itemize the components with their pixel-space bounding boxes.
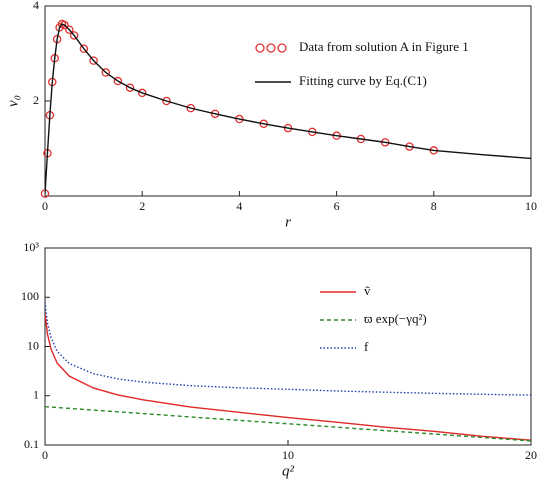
legend-label: Data from solution A in Figure 1: [299, 39, 469, 54]
data-point: [210, 109, 220, 119]
y-tick-label: 10: [27, 338, 39, 352]
data-point: [125, 83, 135, 92]
plot-frame: [44, 247, 532, 446]
legend-marker: [255, 43, 265, 53]
series-line: [45, 405, 531, 442]
x-tick-label: 2: [139, 199, 145, 213]
data-point: [89, 56, 98, 65]
x-tick-label: 10: [282, 448, 294, 462]
y-tick-label: 10³: [23, 240, 39, 254]
y-axis-label: v₀: [5, 95, 21, 107]
legend-label: Fitting curve by Eq.(C1): [299, 73, 427, 88]
y-tick-label: 4: [33, 0, 39, 12]
series-line: [45, 312, 531, 441]
series-line: [45, 23, 531, 194]
data-point: [137, 88, 147, 98]
y-tick-label: 100: [21, 289, 39, 303]
legend-marker: [277, 43, 287, 53]
legend-label: f: [364, 339, 369, 354]
legend-label: ṽ: [364, 283, 371, 298]
data-point: [65, 25, 74, 34]
x-tick-label: 0: [42, 199, 48, 213]
data-point: [79, 44, 89, 54]
series-line: [45, 301, 531, 396]
legend-marker: [266, 43, 276, 53]
y-tick-label: 0.1: [24, 437, 39, 451]
data-point: [69, 31, 79, 40]
y-tick-label: 1: [33, 388, 39, 402]
y-tick-label: 2: [33, 93, 39, 107]
x-axis-label: r: [285, 214, 291, 230]
x-tick-label: 10: [525, 199, 537, 213]
data-point: [113, 76, 123, 86]
x-tick-label: 20: [525, 448, 537, 462]
data-point: [186, 103, 196, 113]
chart: 0 2 4 6 8 10 2 4 r v₀ Data from solution A in Figu…: [5, 0, 537, 230]
x-tick-label: 0: [42, 448, 48, 462]
legend-label: ϖ exp(−γq²): [364, 311, 427, 326]
x-tick-label: 8: [431, 199, 437, 213]
data-point: [101, 68, 111, 77]
x-axis-label: q²: [282, 463, 295, 479]
x-tick-label: 6: [334, 199, 340, 213]
chart: 0 10 20 0.1 1 10 100 10³ q² ṽ ϖ exp(−γq²) f: [21, 240, 537, 480]
x-tick-label: 4: [236, 199, 242, 213]
data-point: [162, 96, 171, 106]
plot-frame: [44, 5, 532, 197]
